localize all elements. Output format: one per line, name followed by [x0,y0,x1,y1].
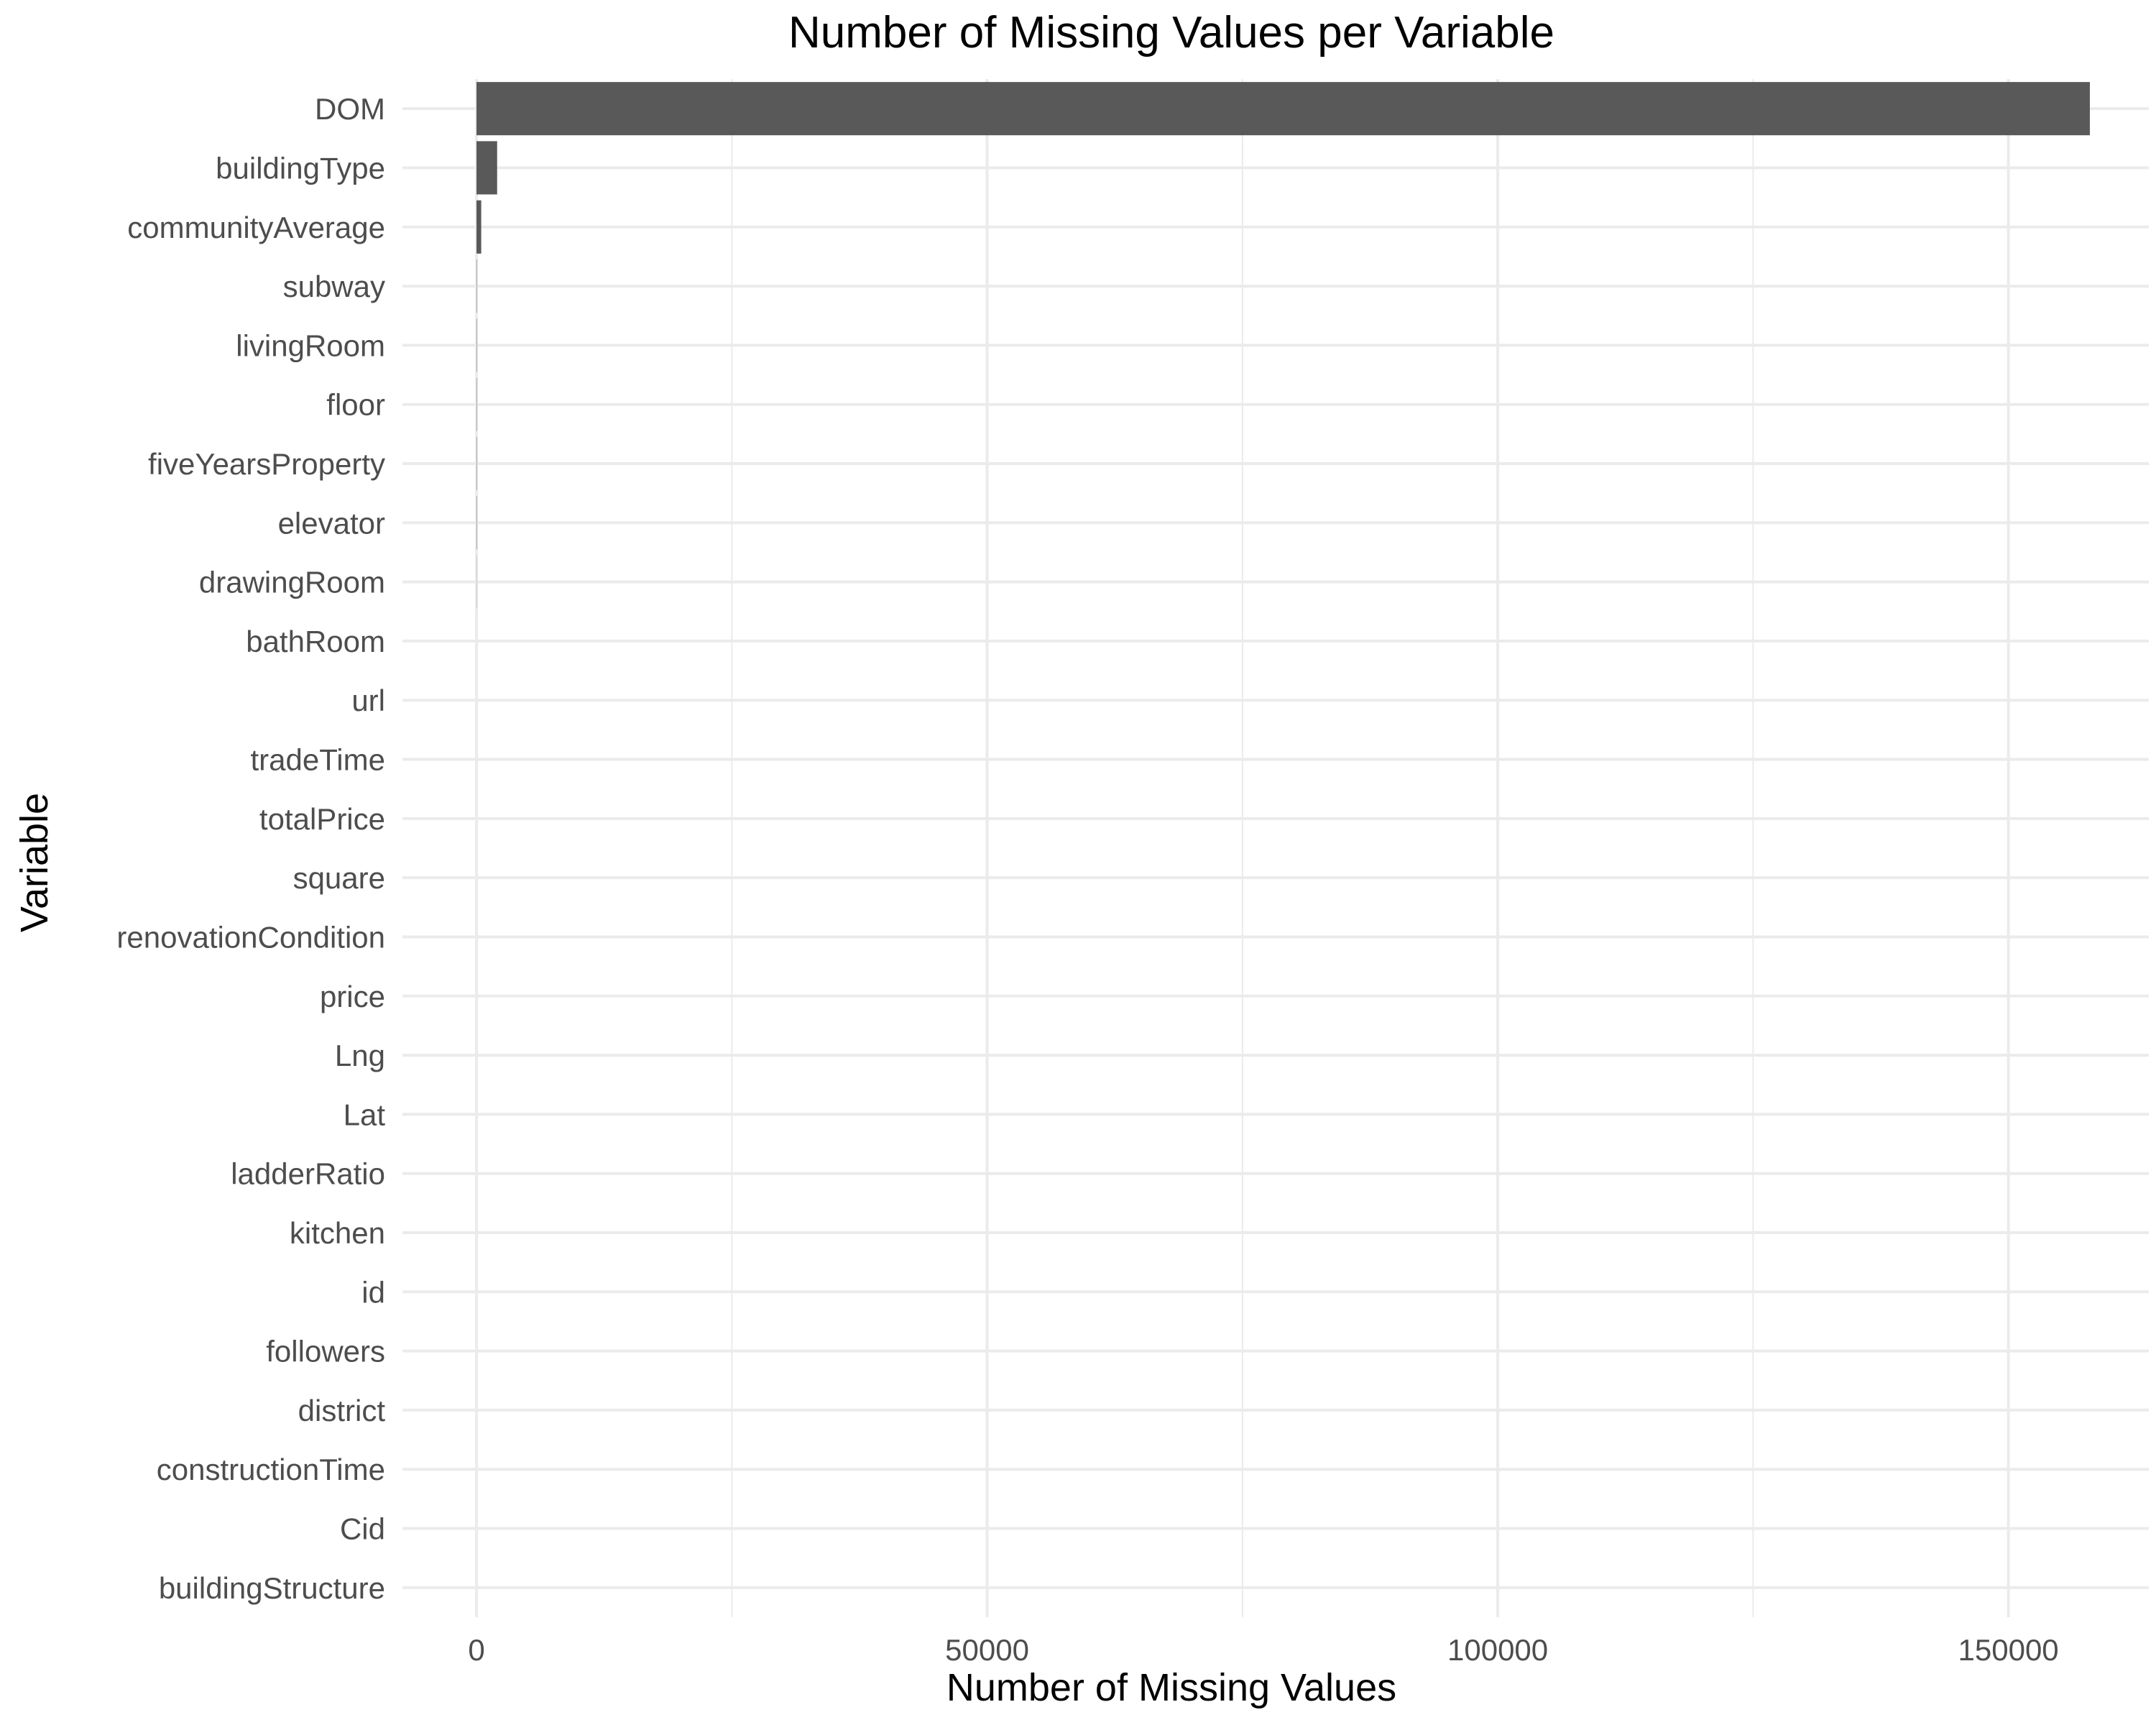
y-tick-labels: DOM buildingType communityAverage subway liv… [116,92,385,1605]
x-axis-title: Number of Missing Values [946,1666,1396,1709]
y-tick-label: elevator [278,506,385,540]
y-tick-label: id [361,1275,385,1309]
y-tick-label: price [320,980,385,1013]
y-tick-label: drawingRoom [199,566,385,599]
bars [476,82,2090,609]
y-tick-label: url [351,684,385,717]
y-tick-label: Lat [344,1098,386,1131]
y-tick-label: buildingType [216,151,385,185]
y-tick-label: bathRoom [246,625,385,658]
y-tick-label: district [298,1394,386,1427]
y-tick-label: Cid [340,1512,385,1546]
y-tick-label: Lng [335,1039,385,1072]
x-tick-label: 100000 [1447,1633,1548,1667]
y-tick-label: totalPrice [259,802,385,836]
y-tick-label: buildingStructure [159,1571,385,1605]
y-tick-label: square [293,861,385,895]
y-tick-label: fiveYearsProperty [148,447,385,481]
y-tick-label: tradeTime [250,743,385,777]
y-tick-label: renovationCondition [116,920,385,954]
bar-DOM [476,82,2090,136]
chart-title: Number of Missing Values per Variable [788,8,1554,58]
y-tick-label: livingRoom [236,328,385,362]
bar-communityAverage [476,200,482,254]
y-tick-label: DOM [315,92,385,126]
x-tick-label: 50000 [945,1633,1029,1667]
bar-buildingType [476,141,497,195]
x-tick-labels: 0 50000 100000 150000 [468,1633,2058,1667]
y-tick-label: followers [266,1335,385,1368]
y-tick-label: floor [326,388,385,422]
y-axis-title: Variable [13,793,56,932]
x-tick-label: 0 [468,1633,484,1667]
x-tick-label: 150000 [1958,1633,2059,1667]
y-tick-label: kitchen [290,1216,385,1250]
grid [402,79,2149,1617]
y-tick-label: constructionTime [157,1453,385,1486]
y-tick-label: subway [283,270,385,303]
y-tick-label: communityAverage [127,211,385,244]
y-tick-label: ladderRatio [231,1157,385,1191]
